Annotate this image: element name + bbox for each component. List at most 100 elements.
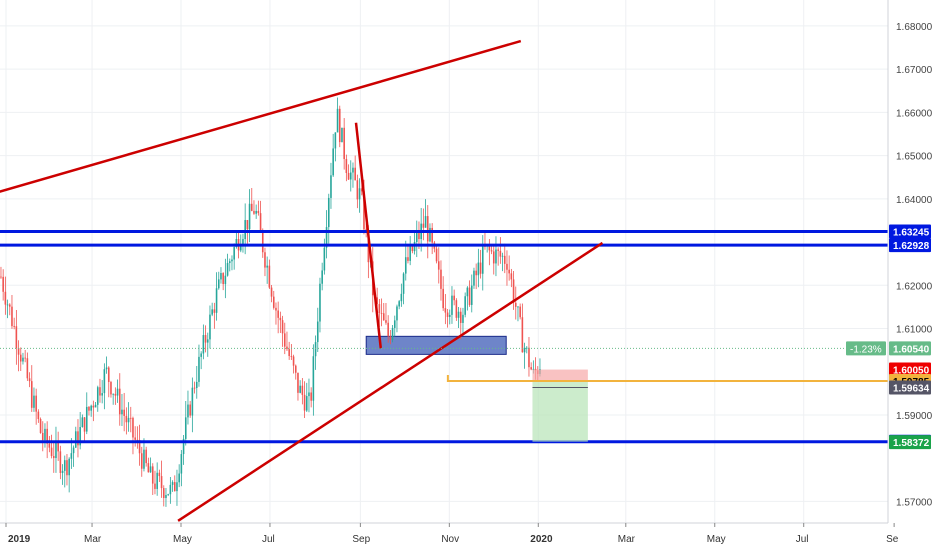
candle-body bbox=[424, 216, 427, 228]
candle-body bbox=[79, 427, 81, 446]
candle-body bbox=[242, 239, 244, 246]
candle-body bbox=[46, 428, 48, 444]
price-tag bbox=[889, 224, 931, 239]
candle-body bbox=[187, 404, 189, 418]
candle-body bbox=[24, 357, 26, 359]
candle-body bbox=[209, 314, 211, 340]
candle-body bbox=[99, 387, 101, 396]
candle-body bbox=[499, 250, 502, 257]
candle-body bbox=[4, 291, 7, 305]
candle-body bbox=[301, 385, 304, 395]
candle-body bbox=[264, 252, 266, 268]
candle-body bbox=[226, 263, 229, 276]
price-tick-label: 1.65000 bbox=[896, 152, 932, 163]
time-tick-label: Mar bbox=[84, 534, 102, 545]
time-tick-label: 2019 bbox=[8, 534, 31, 545]
candle-body bbox=[349, 172, 352, 180]
candle-body bbox=[77, 431, 79, 446]
time-axis[interactable]: 2019 Mar May Jul Sep Nov 2020 Mar May Jul Se bbox=[0, 522, 932, 550]
candle-body bbox=[239, 245, 242, 251]
candle-body bbox=[378, 304, 381, 313]
candle-body bbox=[279, 317, 282, 321]
candle-body bbox=[314, 342, 317, 357]
candles-layer bbox=[0, 97, 541, 507]
price-tag bbox=[889, 238, 931, 253]
candle-body bbox=[327, 197, 330, 228]
candle-body bbox=[462, 314, 464, 323]
candle-body bbox=[479, 262, 482, 274]
candle-body bbox=[195, 381, 198, 389]
candle-body bbox=[525, 347, 528, 349]
candle-body bbox=[198, 356, 200, 382]
candle-body bbox=[160, 476, 163, 489]
candle-body bbox=[290, 356, 293, 357]
candle-body bbox=[118, 388, 121, 415]
candle-body bbox=[292, 356, 295, 366]
price-tag-label: 1.59634 bbox=[893, 384, 930, 395]
candle-body bbox=[59, 451, 62, 473]
candle-body bbox=[475, 270, 477, 276]
candle-body bbox=[17, 347, 20, 355]
candle-body bbox=[191, 387, 194, 416]
candle-body bbox=[217, 279, 220, 289]
price-tag bbox=[889, 341, 931, 356]
candle-body bbox=[173, 482, 176, 492]
candle-body bbox=[510, 273, 513, 280]
candle-body bbox=[123, 409, 125, 416]
candle-body bbox=[169, 484, 172, 495]
candle-body bbox=[277, 310, 279, 318]
price-tag bbox=[889, 435, 931, 450]
candle-body bbox=[312, 356, 315, 401]
candle-body bbox=[283, 333, 286, 347]
candle-body bbox=[88, 406, 90, 411]
candle-body bbox=[501, 255, 504, 257]
candle-body bbox=[409, 245, 411, 261]
candle-body bbox=[121, 409, 123, 415]
candle-body bbox=[171, 482, 174, 485]
candle-body bbox=[459, 311, 462, 323]
candle-body bbox=[457, 311, 460, 318]
grid bbox=[0, 0, 895, 523]
candle-body bbox=[72, 447, 75, 454]
candle-body bbox=[35, 395, 37, 412]
time-tick-label: May bbox=[707, 534, 726, 545]
candle-body bbox=[437, 261, 440, 270]
candle-body bbox=[358, 188, 361, 200]
candle-body bbox=[495, 249, 497, 264]
candle-body bbox=[178, 473, 180, 483]
price-tick-label: 1.68000 bbox=[896, 22, 932, 33]
candle-body bbox=[473, 270, 475, 286]
candle-body bbox=[316, 321, 319, 343]
candle-body bbox=[481, 246, 484, 274]
price-axis-background bbox=[888, 0, 932, 550]
candle-body bbox=[101, 393, 103, 396]
candle-body bbox=[55, 442, 57, 459]
candle-body bbox=[50, 447, 53, 457]
candle-body bbox=[138, 440, 141, 454]
candle-body bbox=[162, 488, 165, 499]
position-tool[interactable] bbox=[0, 347, 888, 442]
candle-body bbox=[398, 301, 400, 307]
candle-body bbox=[145, 449, 147, 464]
time-tick-label: Sep bbox=[352, 534, 370, 545]
time-axis-background bbox=[0, 523, 932, 550]
candle-body bbox=[532, 368, 535, 370]
candle-body bbox=[103, 369, 106, 394]
candle-body bbox=[250, 203, 253, 211]
candle-body bbox=[376, 297, 378, 305]
price-axis[interactable]: 1.68000 1.67000 1.66000 1.65000 1.64000 1.620… bbox=[846, 0, 932, 550]
candle-body bbox=[303, 394, 306, 411]
candle-body bbox=[228, 261, 231, 264]
candle-body bbox=[202, 335, 205, 354]
candle-body bbox=[96, 387, 99, 405]
candle-body bbox=[253, 210, 255, 214]
take-profit-zone bbox=[532, 381, 588, 442]
candle-body bbox=[521, 317, 524, 353]
candle-body bbox=[66, 460, 68, 476]
candle-body bbox=[281, 320, 284, 334]
horizontal-lines-layer bbox=[0, 229, 888, 444]
candle-body bbox=[6, 304, 9, 306]
candle-body bbox=[389, 336, 392, 340]
